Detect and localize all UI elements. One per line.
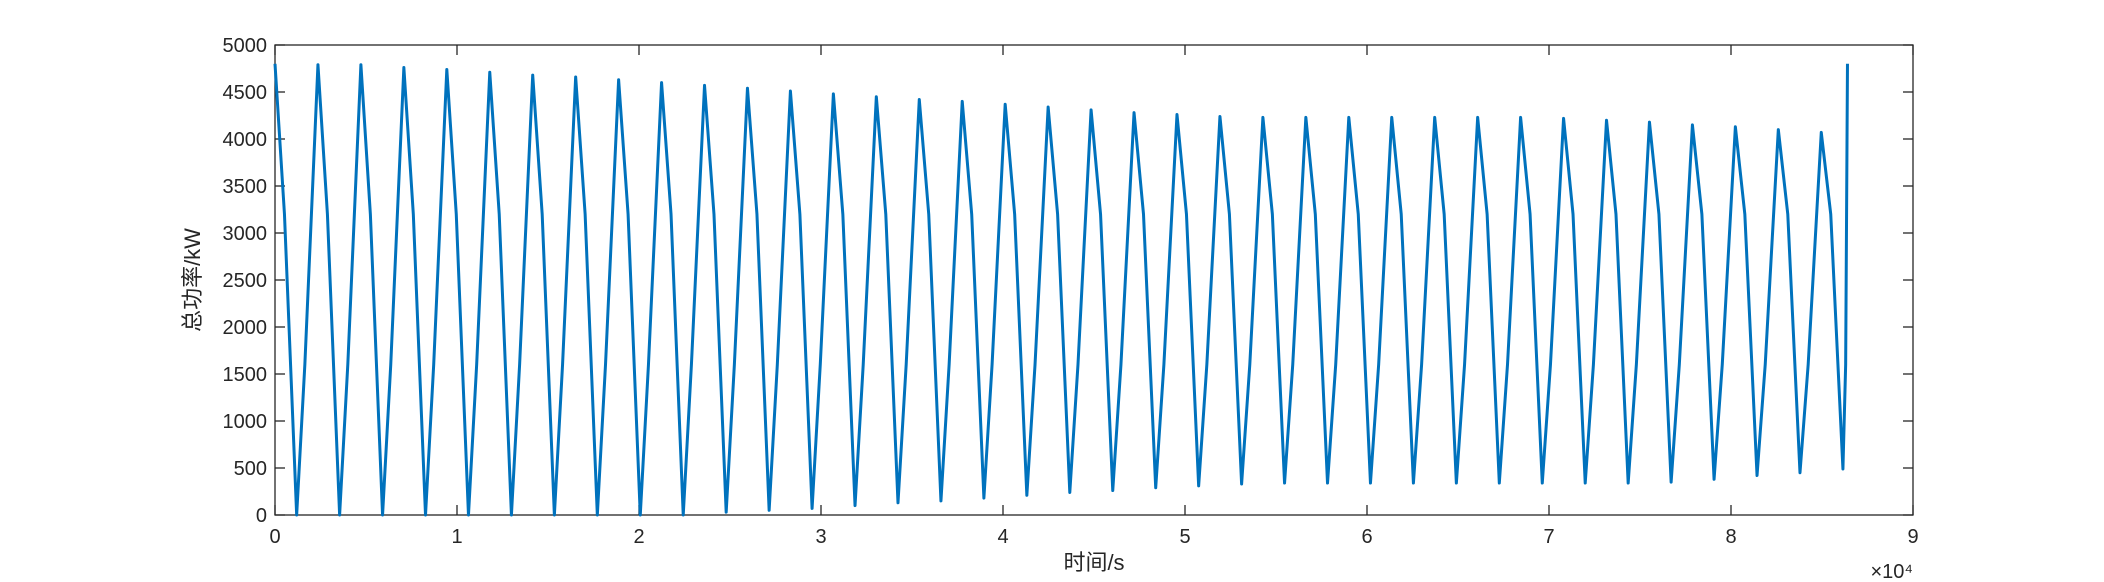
y-tick-label: 3500 [223,176,268,198]
y-tick-label: 2000 [223,317,268,339]
y-tick-label: 4500 [223,82,268,104]
x-tick-label: 5 [1179,526,1190,548]
x-tick-label: 0 [269,526,280,548]
x-tick-label: 9 [1907,526,1918,548]
x-tick-label: 4 [997,526,1008,548]
y-tick-label: 0 [256,505,267,527]
y-tick-label: 500 [234,458,267,480]
y-axis-label: 总功率/kW [180,228,205,332]
x-tick-label: 6 [1361,526,1372,548]
x-exponent: ×10⁴ [1870,561,1913,582]
x-tick-label: 8 [1725,526,1736,548]
y-tick-label: 3000 [223,223,268,245]
x-tick-label: 3 [815,526,826,548]
y-tick-label: 1000 [223,411,268,433]
y-tick-label: 1500 [223,364,268,386]
x-tick-label: 1 [451,526,462,548]
x-tick-label: 2 [633,526,644,548]
y-tick-label: 4000 [223,129,268,151]
data-line [273,63,1849,517]
y-tick-label: 5000 [223,35,268,57]
plot-area [274,44,1914,516]
y-tick-label: 2500 [223,270,268,292]
x-tick-label: 7 [1543,526,1554,548]
x-axis-label: 时间/s [1063,550,1124,575]
